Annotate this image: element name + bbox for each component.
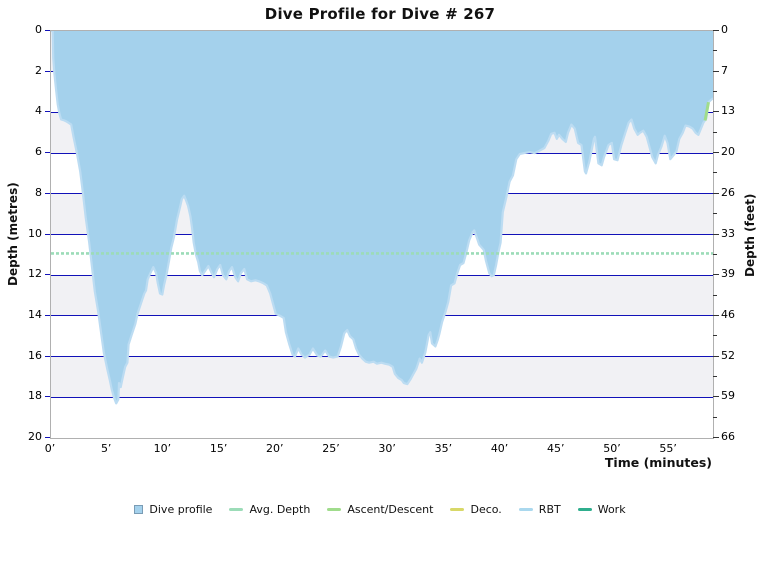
y-tick-mark-right xyxy=(713,70,719,72)
y-tick-label-feet: 46 xyxy=(721,307,735,321)
y-tick-label-feet: 20 xyxy=(721,145,735,159)
y-tick-mark-right xyxy=(713,111,719,113)
y-tick-label-metres: 0 xyxy=(35,23,42,36)
dive-profile-area xyxy=(51,31,713,404)
y-tick-mark-left xyxy=(45,70,50,72)
x-tick-label: 45’ xyxy=(547,442,565,455)
legend-swatch-deco- xyxy=(450,508,465,511)
y-tick-mark-right xyxy=(713,314,719,316)
y-tick-label-metres: 12 xyxy=(28,267,42,281)
y-tick-mark-left xyxy=(45,314,50,316)
x-tick-label: 0’ xyxy=(44,442,56,455)
y-tick-label-feet: 7 xyxy=(721,63,728,77)
x-tick-label: 50’ xyxy=(603,442,621,455)
y-tick-mark-right xyxy=(713,30,719,31)
legend-item: RBT xyxy=(518,503,561,516)
y-tick-label-metres: 4 xyxy=(35,104,42,118)
y-minor-tick-right xyxy=(713,50,717,52)
y-minor-tick-right xyxy=(713,253,717,255)
y-tick-label-feet: 52 xyxy=(721,348,735,362)
y-tick-mark-right xyxy=(713,437,719,438)
y-tick-label-metres: 8 xyxy=(35,185,42,199)
y-tick-mark-right xyxy=(713,192,719,194)
x-tick-label: 35’ xyxy=(434,442,453,455)
y-tick-mark-left xyxy=(45,30,50,31)
y-minor-tick-right xyxy=(713,172,717,174)
x-tick-label: 20’ xyxy=(266,442,284,455)
legend-label: Avg. Depth xyxy=(249,503,311,516)
legend-swatch-rbt xyxy=(518,508,533,511)
y-tick-label-feet: 39 xyxy=(721,267,735,281)
y-tick-mark-left xyxy=(45,437,50,438)
y-tick-label-feet: 33 xyxy=(721,226,735,240)
legend-swatch-work xyxy=(577,508,592,511)
legend-item: Deco. xyxy=(450,503,502,516)
y-tick-mark-left xyxy=(45,274,50,276)
legend-item: Ascent/Descent xyxy=(327,503,433,516)
legend-label: Deco. xyxy=(470,503,502,516)
legend-swatch-ascent-descent xyxy=(327,508,342,511)
y-minor-tick-right xyxy=(713,294,717,296)
y-minor-tick-right xyxy=(713,213,717,215)
y-tick-label-metres: 10 xyxy=(28,226,42,240)
x-tick-label: 15’ xyxy=(209,442,228,455)
chart-title: Dive Profile for Dive # 267 xyxy=(264,5,496,23)
legend-label: Dive profile xyxy=(149,503,213,516)
y-tick-label-feet: 59 xyxy=(721,389,735,403)
y-minor-tick-right xyxy=(713,375,717,377)
y-tick-label-feet: 0 xyxy=(721,23,728,36)
y-tick-mark-left xyxy=(45,233,50,235)
y-tick-mark-right xyxy=(713,233,719,235)
x-axis-label: Time (minutes) xyxy=(604,455,712,470)
y-tick-mark-right xyxy=(713,274,719,276)
legend-item: Dive profile xyxy=(134,503,212,516)
y-tick-label-metres: 6 xyxy=(35,145,42,159)
x-tick-label: 40’ xyxy=(490,442,509,455)
y-tick-label-feet: 66 xyxy=(721,430,735,443)
legend-swatch-avg-depth xyxy=(229,508,244,511)
legend-label: Work xyxy=(597,503,626,516)
legend-label: RBT xyxy=(538,503,561,516)
y-minor-tick-right xyxy=(713,91,717,93)
y-tick-label-feet: 26 xyxy=(721,185,735,199)
y-tick-label-metres: 14 xyxy=(28,307,42,321)
x-tick-label: 5’ xyxy=(100,442,112,455)
y-tick-label-metres: 16 xyxy=(28,348,42,362)
legend-swatch-dive-profile xyxy=(134,505,144,514)
y-tick-mark-right xyxy=(713,152,719,154)
legend-item: Avg. Depth xyxy=(229,503,310,516)
y-tick-mark-left xyxy=(45,396,50,398)
y-tick-label-metres: 18 xyxy=(28,389,42,403)
y-tick-mark-right xyxy=(713,355,719,357)
legend-item: Work xyxy=(577,503,626,516)
x-tick-label: 55’ xyxy=(659,442,677,455)
ascent-segment xyxy=(703,101,710,121)
x-tick-label: 25’ xyxy=(322,442,340,455)
y-tick-label-metres: 2 xyxy=(35,63,42,77)
y-tick-mark-left xyxy=(45,152,50,154)
y-tick-label-metres: 20 xyxy=(28,430,42,443)
y-minor-tick-right xyxy=(713,131,717,133)
y-tick-label-feet: 13 xyxy=(721,104,735,118)
y-tick-mark-left xyxy=(45,111,50,113)
legend: Dive profile Avg. Depth Ascent/Descent Deco… xyxy=(0,503,760,516)
depth-gridline xyxy=(51,396,713,398)
y-tick-mark-right xyxy=(713,396,719,398)
y-minor-tick-right xyxy=(713,335,717,337)
dive-profile-plot xyxy=(51,31,713,405)
plot-area xyxy=(50,30,714,439)
dive-profile-outline xyxy=(51,31,713,405)
y-minor-tick-right xyxy=(713,416,717,418)
x-tick-label: 30’ xyxy=(378,442,396,455)
y-tick-mark-left xyxy=(45,355,50,357)
legend-label: Ascent/Descent xyxy=(347,503,434,516)
y-tick-mark-left xyxy=(45,192,50,194)
depth-band xyxy=(51,397,713,438)
x-tick-label: 10’ xyxy=(153,442,172,455)
